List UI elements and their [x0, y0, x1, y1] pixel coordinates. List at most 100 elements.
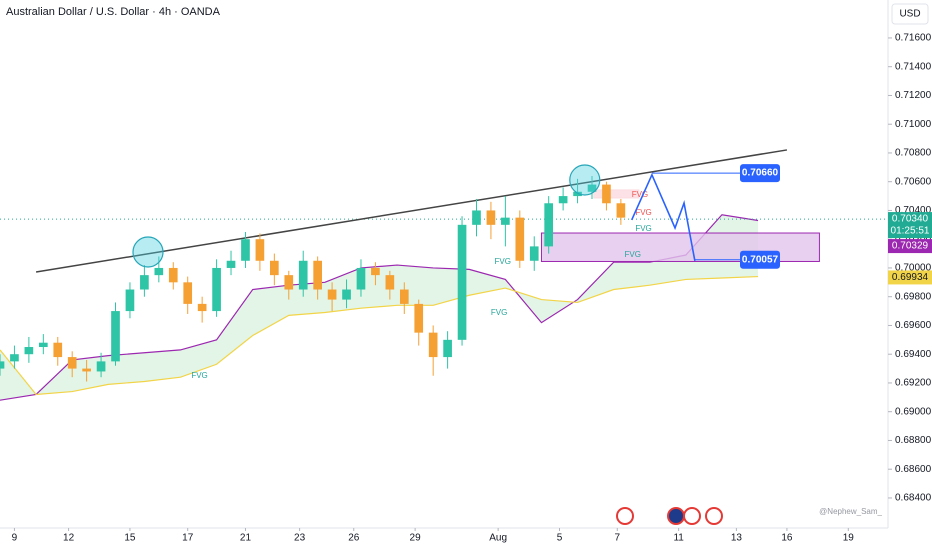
x-tick-label: 9 [12, 533, 18, 544]
event-icon[interactable] [667, 507, 685, 525]
candle-body [53, 342, 63, 358]
price-tag [888, 212, 932, 239]
candle-body [602, 184, 611, 204]
candle-body [82, 368, 91, 372]
y-tick-label: 0.68400 [895, 493, 932, 504]
candle-body [558, 196, 568, 204]
y-tick-label: 0.68800 [895, 435, 932, 446]
currency: USD [899, 9, 920, 20]
price-tag [888, 239, 932, 254]
candle-body [385, 275, 395, 290]
chart-title: Australian Dollar / U.S. Dollar · 4h · O… [6, 6, 221, 18]
candle-body [67, 357, 77, 369]
candle-body [168, 267, 178, 283]
currency-button[interactable] [891, 3, 929, 25]
candle-body [111, 311, 120, 362]
y-tick-label: 0.69200 [895, 378, 932, 389]
level-label: 0.70660 [742, 168, 779, 179]
cloud-fill [0, 214, 759, 401]
candle-body [313, 260, 322, 290]
candle-body [226, 260, 236, 268]
candle-body [284, 275, 294, 290]
candle-body [544, 203, 554, 247]
candle-body [616, 203, 626, 218]
fvg-label: FVG [191, 371, 207, 380]
price-tag [888, 270, 932, 285]
y-tick-label: 0.70400 [895, 205, 932, 216]
candle-body [140, 275, 149, 290]
candle-body [154, 267, 164, 276]
candle-body [501, 217, 510, 225]
x-tick-label: 19 [843, 533, 855, 544]
projection-path [630, 172, 696, 262]
y-tick-label: 0.69800 [895, 291, 932, 302]
price-tag-label: 0.69934 [892, 272, 929, 283]
fvg-label: FVG [635, 208, 651, 217]
candle-body [255, 239, 265, 261]
candle-body [327, 289, 337, 300]
candle-body [183, 282, 193, 304]
candle-body [356, 267, 366, 290]
candle-body [472, 210, 481, 225]
candle-body [241, 239, 250, 261]
zone [593, 189, 640, 199]
x-tick-label: Aug [489, 533, 507, 544]
event-icon[interactable] [683, 507, 701, 525]
candle-body [587, 184, 597, 192]
y-tick-label: 0.71200 [895, 90, 932, 101]
fvg-label: FVG [635, 224, 651, 233]
fvg-label: FVG [632, 190, 648, 199]
y-tick-label: 0.68600 [895, 464, 932, 475]
candle-body [298, 260, 308, 290]
candle-body [443, 339, 452, 358]
watermark: @Nephew_Sam_ [819, 507, 882, 516]
highlight-circle [132, 236, 164, 268]
y-tick-label: 0.71400 [895, 61, 932, 72]
candle-body [197, 303, 207, 312]
event-icon[interactable] [616, 507, 634, 525]
x-tick-label: 21 [240, 533, 252, 544]
candle-body [486, 210, 496, 225]
cloud-line [0, 214, 759, 401]
candle-body [10, 354, 19, 362]
candle-body [399, 289, 409, 304]
candle-body [371, 267, 380, 276]
y-tick-label: 0.71600 [895, 33, 932, 44]
candle-body [414, 303, 424, 333]
y-tick-label: 0.69000 [895, 406, 932, 417]
candle-body [573, 191, 582, 197]
candle-body [515, 217, 525, 261]
y-tick-label: 0.70800 [895, 148, 932, 159]
x-tick-label: 15 [124, 533, 136, 544]
x-tick-label: 13 [731, 533, 743, 544]
trendline [35, 149, 788, 273]
candle-body [270, 260, 279, 276]
price-tag-countdown: 01:25:51 [891, 226, 930, 237]
y-tick-label: 0.70000 [895, 263, 932, 274]
y-tick-label: 0.71000 [895, 119, 932, 130]
y-tick-label: 0.69400 [895, 349, 932, 360]
candle-body [0, 361, 5, 369]
event-icon[interactable] [705, 507, 723, 525]
event-icons [616, 507, 723, 525]
cloud-line [0, 275, 759, 396]
x-tick-label: 17 [182, 533, 194, 544]
plot-layer: 0.68400 0.68600 0.68800 0.69000 0.69200 0.694… [0, 33, 932, 544]
x-tick-label: 16 [781, 533, 793, 544]
candle-body [96, 361, 106, 372]
price-tag-label: 0.70329 [892, 241, 929, 252]
level-box [740, 164, 780, 183]
level-box [740, 250, 780, 269]
x-tick-label: 7 [614, 533, 620, 544]
candle-body [212, 267, 221, 312]
x-tick-label: 23 [294, 533, 306, 544]
fvg-label: FVG [495, 257, 511, 266]
candle-body [24, 347, 34, 355]
highlight-circle [569, 164, 601, 196]
level-label: 0.70057 [742, 254, 779, 265]
candle-body [428, 332, 438, 358]
y-tick-label: 0.69600 [895, 320, 932, 331]
fvg-label: FVG [491, 308, 507, 317]
